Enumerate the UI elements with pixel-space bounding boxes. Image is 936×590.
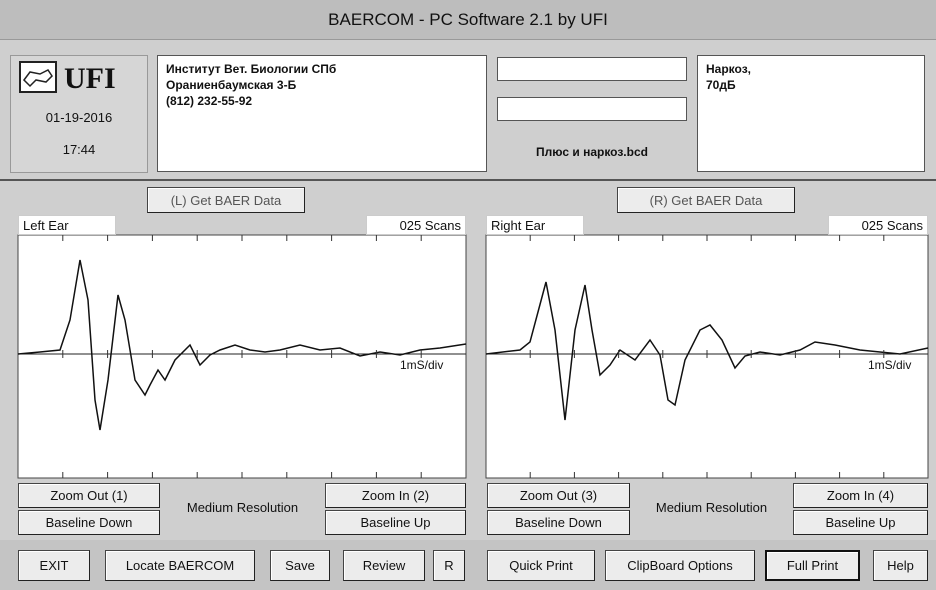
toolbar-button[interactable]: Quick Print <box>487 550 595 581</box>
toolbar-button[interactable]: Full Print <box>765 550 860 581</box>
input-field[interactable] <box>497 97 687 121</box>
input-field[interactable] <box>497 57 687 81</box>
toolbar-button[interactable]: ClipBoard Options <box>605 550 755 581</box>
date: 01-19-2016 <box>45 110 113 125</box>
address-line: Институт Вет. Биологии СПб <box>166 62 337 76</box>
ear-label: Left Ear <box>18 215 116 235</box>
note-line: Наркоз, <box>706 62 751 76</box>
scans-label: 025 Scans <box>366 215 466 235</box>
baseline-down-button[interactable]: Baseline Down <box>487 510 630 535</box>
baseline-up-button[interactable]: Baseline Up <box>325 510 466 535</box>
notes-box: Наркоз, 70дБ <box>697 55 925 172</box>
address-line: (812) 232-55-92 <box>166 94 253 108</box>
left-waveform <box>17 259 467 431</box>
toolbar-button[interactable]: Help <box>873 550 928 581</box>
get-data-button[interactable]: (R) Get BAER Data <box>617 187 795 213</box>
ear-label: Right Ear <box>486 215 584 235</box>
window-title: BAERCOM - PC Software 2.1 by UFI <box>328 10 608 29</box>
toolbar-button[interactable]: Locate BAERCOM <box>105 550 255 581</box>
logo-dog <box>23 69 53 88</box>
file-name: Плюс и наркоз.bcd <box>536 145 648 159</box>
resolution-label: Medium Resolution <box>186 500 299 515</box>
logo-text: UFI <box>64 62 116 95</box>
toolbar-button[interactable]: R <box>433 550 465 581</box>
scale-label: 1mS/div <box>868 358 912 372</box>
address-box: Институт Вет. Биологии СПб Ораниенбаумск… <box>157 55 487 172</box>
zoom-in-button[interactable]: Zoom In (4) <box>793 483 928 508</box>
zoom-out-button[interactable]: Zoom Out (3) <box>487 483 630 508</box>
time: 17:44 <box>62 142 96 157</box>
right-waveform <box>485 281 929 421</box>
baseline-up-button[interactable]: Baseline Up <box>793 510 928 535</box>
scale-label: 1mS/div <box>400 358 444 372</box>
note-line: 70дБ <box>706 78 736 92</box>
zoom-in-button[interactable]: Zoom In (2) <box>325 483 466 508</box>
title-bar <box>0 0 936 40</box>
get-data-button[interactable]: (L) Get BAER Data <box>147 187 305 213</box>
zoom-out-button[interactable]: Zoom Out (1) <box>18 483 160 508</box>
toolbar-button[interactable]: Save <box>270 550 330 581</box>
toolbar-button[interactable]: Review <box>343 550 425 581</box>
toolbar-button[interactable]: EXIT <box>18 550 90 581</box>
address-line: Ораниенбаумская 3-Б <box>166 78 297 92</box>
baseline-down-button[interactable]: Baseline Down <box>18 510 160 535</box>
scans-label: 025 Scans <box>828 215 928 235</box>
resolution-label: Medium Resolution <box>655 500 768 515</box>
